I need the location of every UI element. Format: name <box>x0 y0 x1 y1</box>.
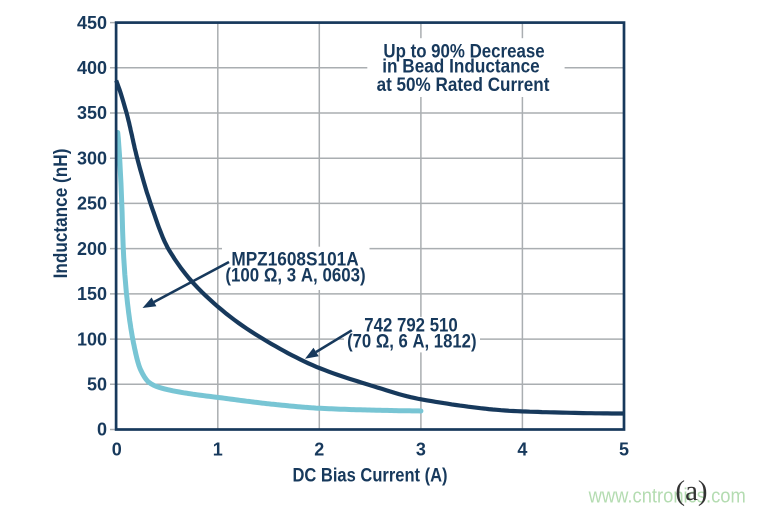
svg-text:MPZ1608S101A: MPZ1608S101A <box>231 249 358 270</box>
svg-text:DC Bias Current (A): DC Bias Current (A) <box>292 465 447 486</box>
svg-text:100: 100 <box>77 329 107 349</box>
svg-text:1: 1 <box>213 439 223 459</box>
svg-text:0: 0 <box>97 420 107 440</box>
svg-text:Inductance (nH): Inductance (nH) <box>50 149 71 279</box>
svg-text:200: 200 <box>77 239 107 259</box>
svg-text:450: 450 <box>77 13 107 33</box>
svg-text:(100 Ω, 3 A, 0603): (100 Ω, 3 A, 0603) <box>225 265 365 286</box>
svg-text:5: 5 <box>619 439 629 459</box>
svg-text:300: 300 <box>77 148 107 168</box>
svg-text:at 50% Rated Current: at 50% Rated Current <box>377 74 550 95</box>
svg-text:50: 50 <box>87 375 107 395</box>
svg-text:2: 2 <box>314 439 324 459</box>
svg-text:(70 Ω, 6 A, 1812): (70 Ω, 6 A, 1812) <box>347 331 476 352</box>
svg-text:350: 350 <box>77 103 107 123</box>
svg-text:742 792 510: 742 792 510 <box>364 315 458 336</box>
svg-text:in Bead Inductance: in Bead Inductance <box>382 56 539 77</box>
svg-text:Up to 90% Decrease: Up to 90% Decrease <box>383 41 544 62</box>
svg-text:250: 250 <box>77 194 107 214</box>
svg-text:4: 4 <box>517 439 527 459</box>
svg-text:(a): (a) <box>675 475 707 507</box>
svg-text:www.cntronics.com: www.cntronics.com <box>588 486 746 508</box>
svg-text:3: 3 <box>416 439 426 459</box>
svg-text:150: 150 <box>77 284 107 304</box>
svg-text:0: 0 <box>112 439 122 459</box>
svg-text:400: 400 <box>77 58 107 78</box>
